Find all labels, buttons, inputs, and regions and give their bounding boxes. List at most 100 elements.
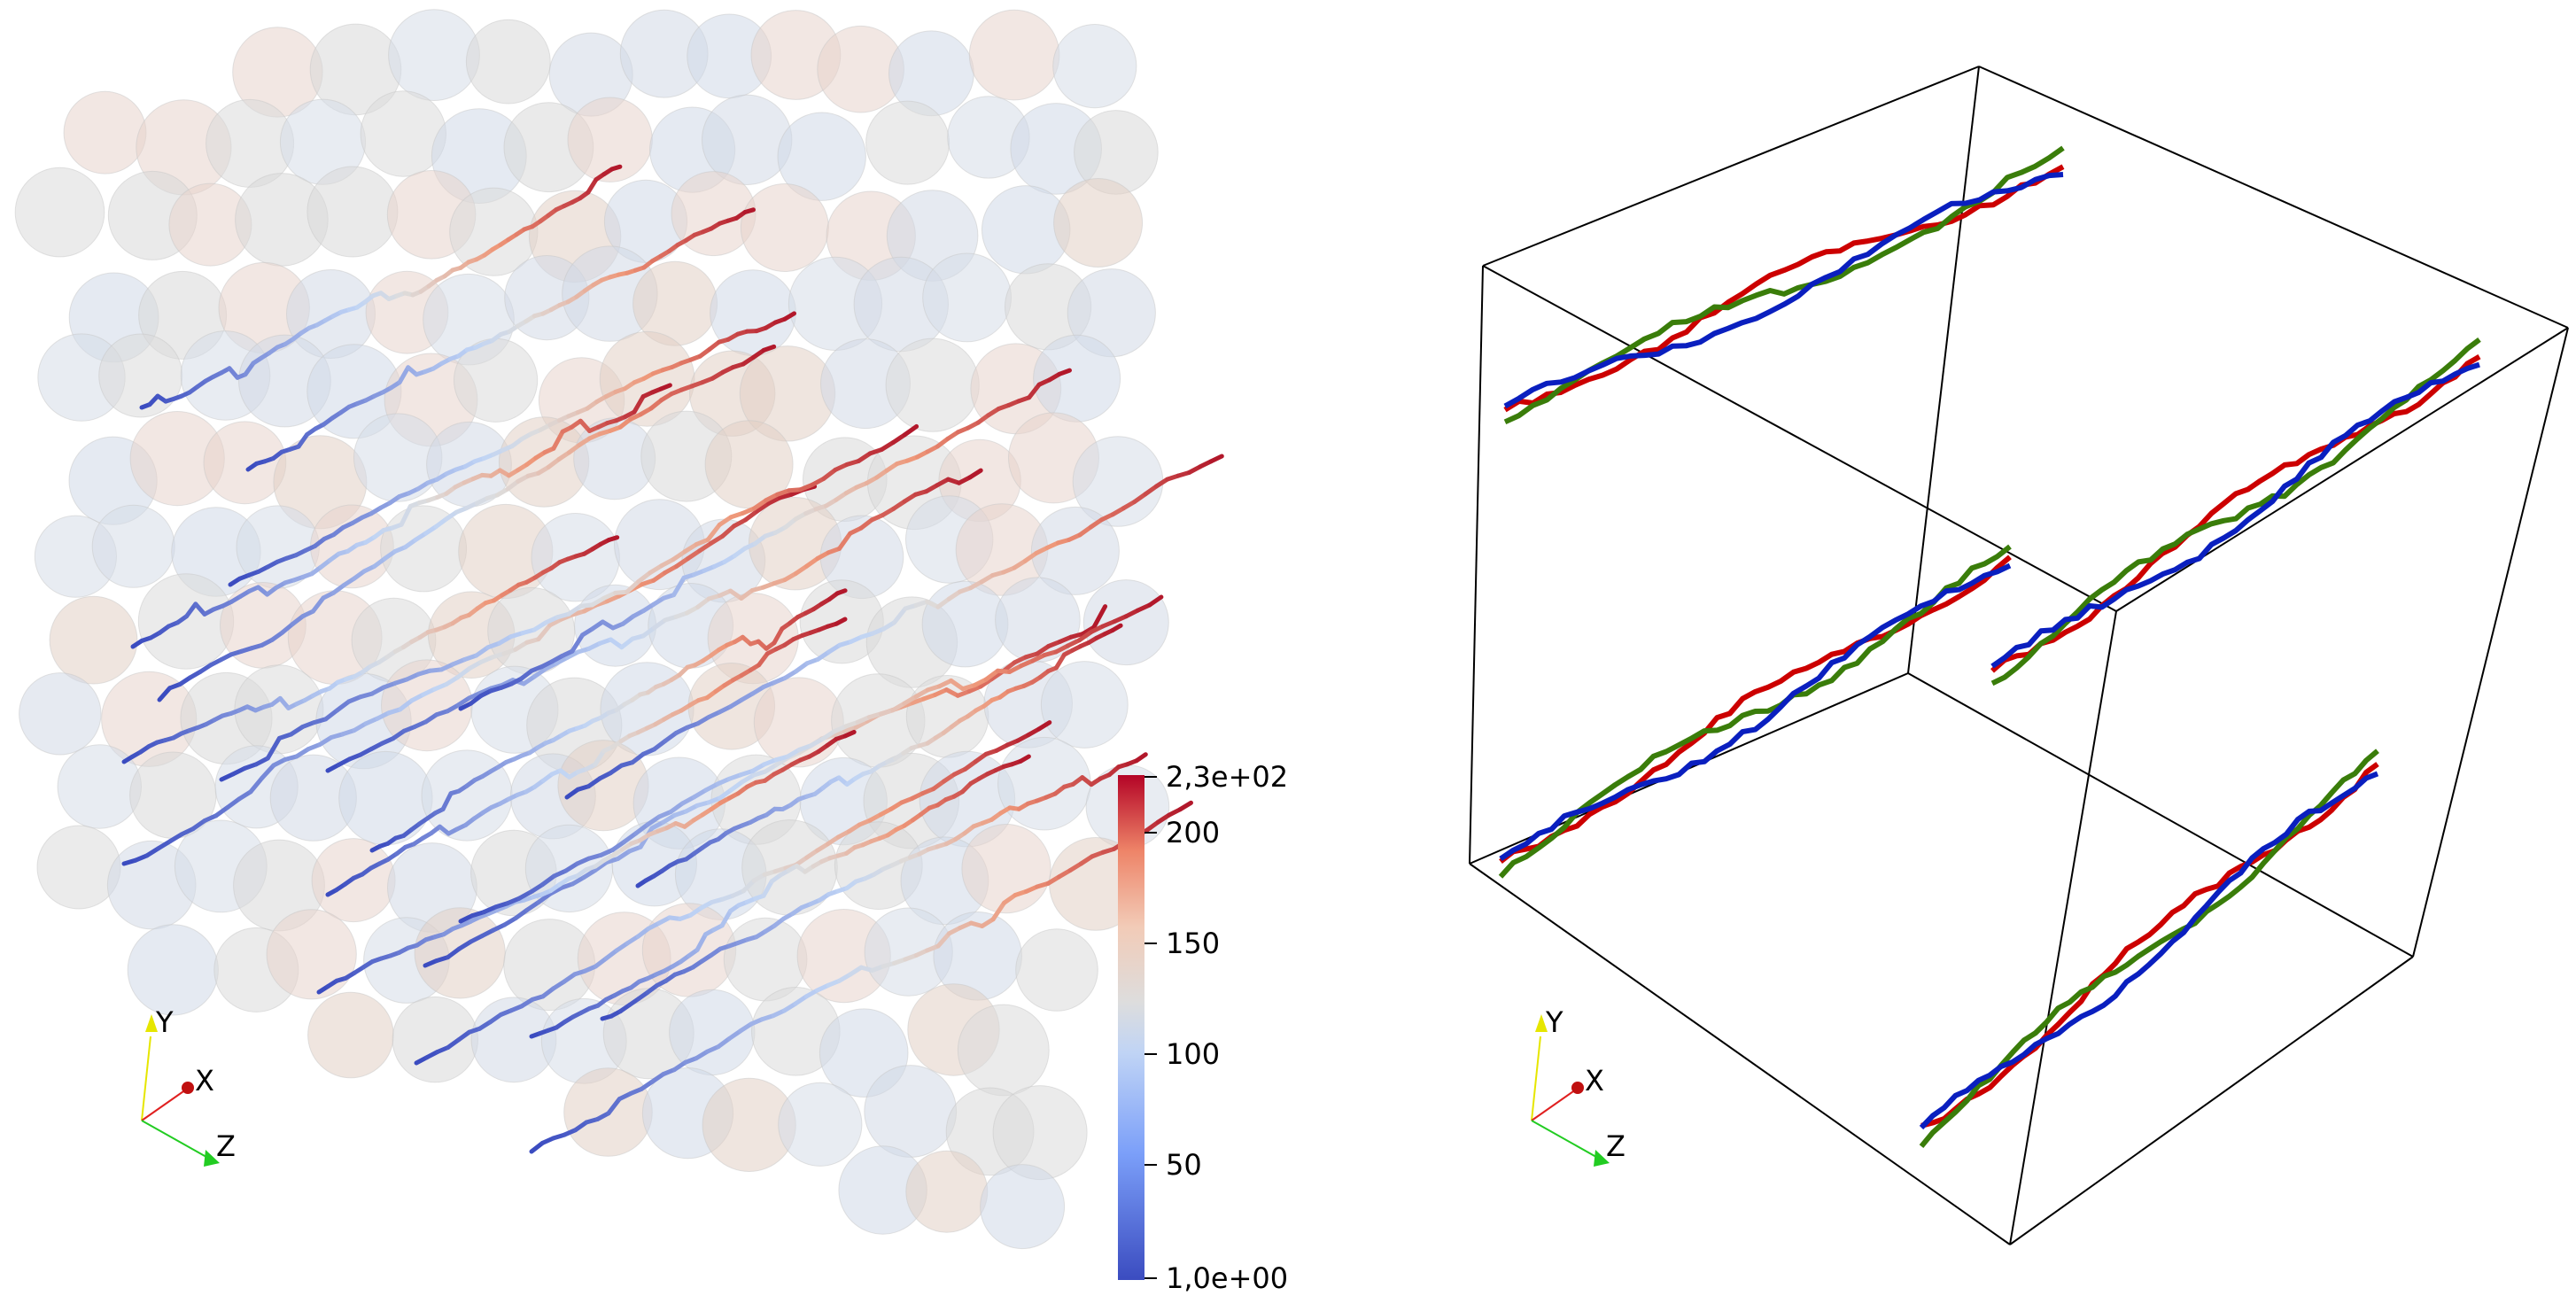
axis-label-z: Z xyxy=(1606,1129,1626,1163)
sphere xyxy=(307,991,394,1079)
path-segment xyxy=(352,721,369,733)
path-segment xyxy=(750,762,767,773)
particle-tracks xyxy=(1498,145,2481,1149)
path-segment xyxy=(1091,604,1108,630)
path-segment xyxy=(633,822,650,836)
right-render-view[interactable]: Y X Z xyxy=(1288,0,2576,1311)
path-segment xyxy=(1035,644,1051,656)
sphere xyxy=(203,421,287,505)
sphere xyxy=(778,1082,863,1167)
path-segment xyxy=(785,747,802,759)
path-segment xyxy=(630,751,646,765)
path-segment xyxy=(726,1028,743,1041)
colorbar-title: order xyxy=(1285,978,1288,1059)
sphere xyxy=(14,167,105,258)
flow-paths xyxy=(121,164,1224,1154)
path-segment xyxy=(761,879,774,898)
sphere xyxy=(421,749,513,842)
path-segment xyxy=(636,570,653,585)
path-segment xyxy=(913,687,930,699)
box-edge xyxy=(1978,66,2569,329)
path-segment xyxy=(720,524,737,539)
path-segment xyxy=(193,601,207,617)
path-segment xyxy=(516,889,533,901)
right-scene: Y X Z xyxy=(1469,66,2569,1245)
path-segment xyxy=(248,775,265,795)
path-segment xyxy=(573,1120,589,1133)
path-segment xyxy=(289,725,305,737)
path-segment xyxy=(589,595,606,608)
left-render-view[interactable]: 2,3e+02 200 150 100 50 1,0e+00 order Y X… xyxy=(0,0,1288,1311)
path-segment xyxy=(686,548,702,561)
path-segment xyxy=(651,570,668,583)
sphere xyxy=(995,577,1081,663)
path-segment xyxy=(455,666,472,679)
y-axis-line xyxy=(1531,1036,1541,1121)
sphere xyxy=(922,252,1012,343)
box-edge-hidden xyxy=(1907,66,1980,674)
red-track xyxy=(1499,555,2012,864)
sphere xyxy=(266,909,357,1000)
sphere xyxy=(392,996,478,1083)
path-segment xyxy=(903,423,919,438)
sphere xyxy=(49,595,138,685)
box-edge xyxy=(1469,863,2011,1245)
path-segment xyxy=(616,849,632,861)
path-segment xyxy=(570,632,585,654)
path-segment xyxy=(742,207,756,214)
path-segment xyxy=(879,439,896,452)
path-segment xyxy=(694,932,708,952)
sphere xyxy=(19,672,102,756)
z-axis-arrow-icon xyxy=(1594,1150,1610,1167)
path-segment xyxy=(513,640,530,652)
path-segment xyxy=(652,617,668,631)
path-segment xyxy=(536,623,553,642)
path-segment xyxy=(528,882,545,895)
y-axis-arrow-icon xyxy=(1535,1014,1548,1032)
orientation-axes-left: Y X Z xyxy=(141,1005,236,1167)
path-segment xyxy=(622,831,639,844)
path-segment xyxy=(497,634,514,646)
path-segment xyxy=(440,791,454,811)
path-segment xyxy=(564,787,580,800)
path-segment xyxy=(1018,754,1031,764)
sphere xyxy=(465,19,551,105)
box-edge xyxy=(2115,327,2569,612)
path-segment xyxy=(1134,752,1148,764)
path-segment xyxy=(1208,454,1224,464)
path-segment xyxy=(834,617,848,626)
path-segment xyxy=(1132,492,1148,504)
axis-label-y: Y xyxy=(155,1005,174,1039)
path-segment xyxy=(705,522,722,542)
path-segment xyxy=(524,900,541,912)
sphere xyxy=(63,90,147,175)
path-segment xyxy=(581,868,598,880)
path-segment xyxy=(978,676,995,689)
z-axis-line xyxy=(1531,1120,1603,1161)
green-track xyxy=(1498,544,2012,879)
blue-track xyxy=(1990,361,2480,669)
path-segment xyxy=(834,588,848,596)
path-segment xyxy=(1002,893,1018,905)
path-segment xyxy=(157,686,173,702)
path-segment xyxy=(265,735,282,761)
path-segment xyxy=(446,946,462,960)
path-segment xyxy=(444,675,461,687)
path-segment xyxy=(671,549,687,562)
path-segment xyxy=(902,694,919,706)
path-segment xyxy=(640,625,657,639)
path-segment xyxy=(563,861,580,873)
path-segment xyxy=(967,468,983,480)
sphere xyxy=(1053,178,1144,268)
path-segment xyxy=(398,698,415,712)
path-segment xyxy=(1053,652,1067,671)
sphere xyxy=(980,1164,1066,1250)
y-axis-arrow-icon xyxy=(145,1014,158,1032)
colorbar-tick-label-150: 150 xyxy=(1166,927,1220,960)
path-segment xyxy=(632,394,646,415)
path-segment xyxy=(1143,484,1159,497)
green-track xyxy=(1990,337,2481,687)
path-segment xyxy=(156,839,173,851)
path-segment xyxy=(1147,594,1164,608)
y-axis-line xyxy=(141,1036,151,1121)
